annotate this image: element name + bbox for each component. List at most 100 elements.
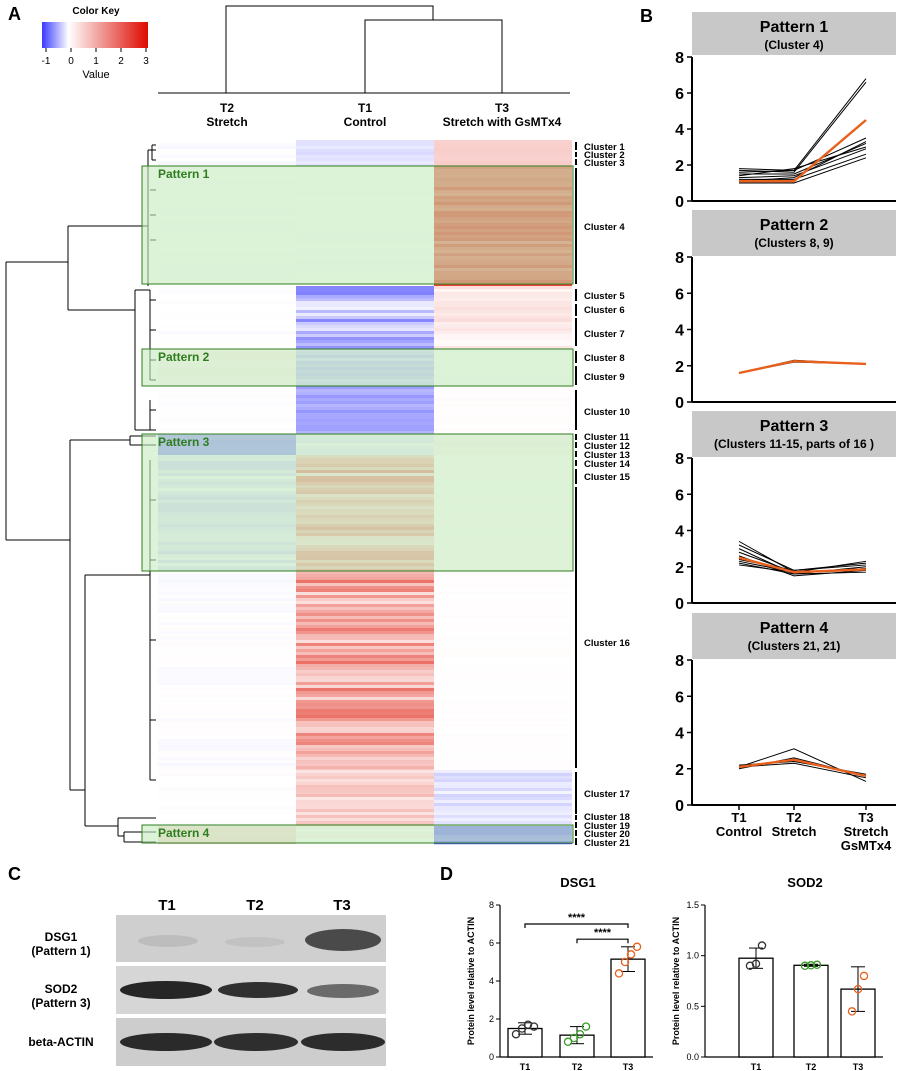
data-point (529, 1022, 539, 1031)
heatmap-cell (158, 715, 296, 719)
heatmap-cell (158, 422, 296, 426)
heatmap-cell (296, 598, 434, 602)
heatmap-cell (158, 658, 296, 662)
heatmap-cell (434, 410, 572, 414)
heatmap-cell (434, 661, 572, 665)
heatmap-cell (158, 712, 296, 716)
heatmap-cell (158, 730, 296, 734)
heatmap-cell (296, 646, 434, 650)
heatmap-cell (158, 631, 296, 635)
heatmap-cell (296, 625, 434, 629)
heatmap-cell (434, 667, 572, 671)
cluster-label: Cluster 20 (584, 829, 630, 840)
bar-chart-y-label: Protein level relative to ACTIN (671, 917, 681, 1045)
heatmap-cell (296, 760, 434, 764)
heatmap-cell (158, 413, 296, 417)
data-point (847, 1007, 857, 1016)
heatmap-cell (434, 715, 572, 719)
pattern-y-tick-label: 8 (675, 250, 684, 267)
heatmap-cell (158, 613, 296, 617)
heatmap-cell (434, 619, 572, 623)
heatmap-cell (296, 622, 434, 626)
pattern-panel-4: Pattern 4 (Clusters 21, 21) 0 2 4 6 8 (675, 613, 896, 815)
heatmap-cell (296, 307, 434, 311)
color-key-ticks: -1 0 1 2 3 (42, 48, 149, 67)
heatmap-cell (434, 419, 572, 423)
heatmap-cell (296, 158, 434, 162)
heatmap-cell (296, 422, 434, 426)
pattern-y-tick-label: 4 (675, 726, 684, 743)
pattern-plot-subtitle: (Clusters 21, 21) (748, 639, 841, 653)
pattern-2-label: Pattern 2 (158, 350, 210, 364)
heatmap-cell (434, 592, 572, 596)
heatmap-cell (158, 416, 296, 420)
heatmap-cell (158, 733, 296, 737)
heatmap-cell (434, 724, 572, 728)
pattern-3-label: Pattern 3 (158, 435, 210, 449)
heatmap-cell (434, 140, 572, 144)
heatmap-cell (296, 298, 434, 302)
heatmap-cell (296, 733, 434, 737)
heatmap-cell (434, 797, 572, 801)
data-point (581, 1022, 591, 1031)
bar-chart-dsg1: DSG1 0 2 4 6 8 Protein level relative to ACTIN… (466, 875, 653, 1071)
heatmap-cell (158, 589, 296, 593)
pattern-1-highlight (141, 165, 574, 285)
heatmap-cell (434, 161, 572, 165)
cluster-label: Cluster 3 (584, 158, 625, 169)
heatmap-cell (434, 613, 572, 617)
heatmap-cell (434, 770, 572, 774)
heatmap-cell (158, 337, 296, 341)
heatmap-cell (296, 574, 434, 578)
bar-chart-y-tick-label: 4 (489, 976, 494, 986)
heatmap-cell (296, 821, 434, 825)
band-dsg1-t1 (138, 935, 198, 947)
cluster-label: Cluster 14 (584, 459, 631, 470)
heatmap-cell (296, 655, 434, 659)
heatmap-column-headers: T2 Stretch T1 Control T3 Stretch with Gs… (206, 101, 561, 129)
heatmap-cell (296, 652, 434, 656)
heatmap-cell (158, 706, 296, 710)
pattern-title-band (692, 411, 896, 457)
heatmap-cell (158, 389, 296, 393)
heatmap-cell (434, 395, 572, 399)
heatmap-cell (434, 682, 572, 686)
heatmap-cell (296, 706, 434, 710)
pattern-plot-title: Pattern 1 (760, 19, 829, 36)
data-point (751, 959, 761, 969)
heatmap-cell (158, 149, 296, 153)
heatmap-cell (158, 637, 296, 641)
heatmap-cell (434, 685, 572, 689)
heatmap-cell (158, 679, 296, 683)
heatmap-cell (158, 331, 296, 335)
heatmap-cell (296, 619, 434, 623)
pattern-x-sublabel: Stretch (772, 824, 817, 839)
band-actin-t2 (214, 1033, 298, 1051)
heatmap-cell (434, 310, 572, 314)
heatmap-cell (296, 395, 434, 399)
data-point (575, 1029, 585, 1039)
pattern-member-line (739, 157, 867, 184)
heatmap-cell (296, 343, 434, 347)
heatmap-cell (296, 325, 434, 329)
heatmap-cell (296, 149, 434, 153)
heatmap-cell (158, 158, 296, 162)
cluster-label: Cluster 5 (584, 291, 625, 302)
heatmap-cell (434, 664, 572, 668)
band-sod2-t1 (120, 981, 212, 999)
heatmap-cell (296, 583, 434, 587)
heatmap-cell (158, 742, 296, 746)
heatmap-cell (158, 425, 296, 429)
pattern-panel-3: Pattern 3 (Clusters 11-15, parts of 16 ) 0… (675, 411, 896, 613)
heatmap-cell (434, 319, 572, 323)
protein-bar-charts: DSG1 0 2 4 6 8 Protein level relative to ACTIN… (466, 875, 883, 1071)
heatmap-cell (296, 601, 434, 605)
heatmap-cell (434, 404, 572, 408)
pattern-panel-2: Pattern 2 (Clusters 8, 9) 0 2 4 6 8 (675, 210, 896, 412)
pattern-y-tick-label: 2 (675, 560, 684, 577)
heatmap-cell (296, 763, 434, 767)
pattern-y-tick-label: 6 (675, 286, 684, 303)
heatmap-cell (296, 776, 434, 780)
heatmap-cell (296, 155, 434, 159)
color-key-tick-label: -1 (42, 56, 51, 67)
